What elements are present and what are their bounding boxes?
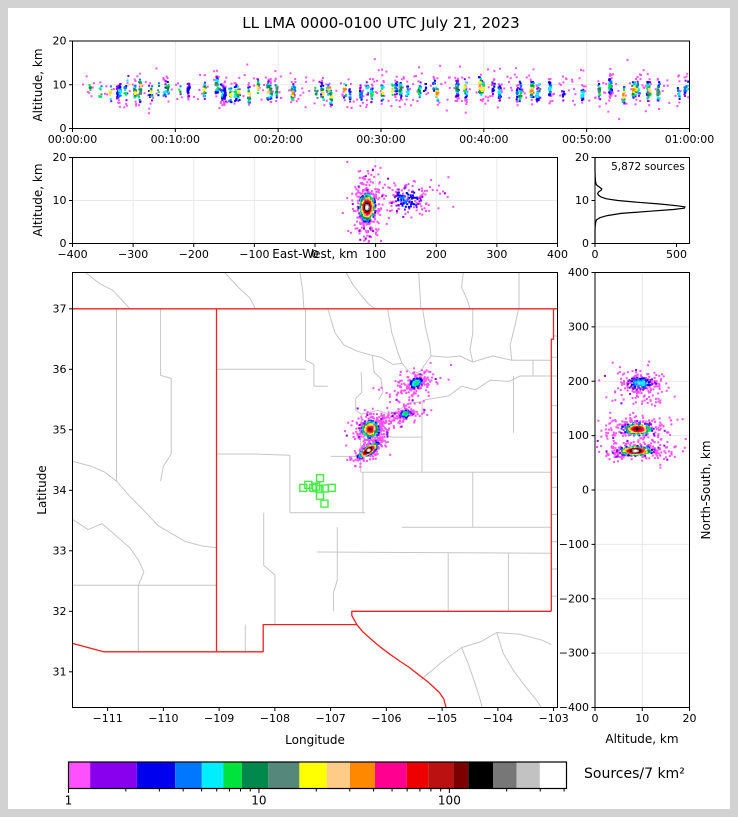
colorbar: 1 10 100 — [65, 761, 568, 808]
station-square-icon — [315, 491, 325, 500]
map-geography — [72, 272, 558, 708]
ns-panel-ylabel: North-South, km — [699, 440, 713, 540]
gridlines — [595, 272, 690, 708]
scatter-points — [82, 58, 690, 121]
lma-station-markers — [299, 474, 336, 508]
station-square-icon — [315, 474, 325, 483]
ns-panel-xlabel: Altitude, km — [605, 732, 679, 746]
scatter-points — [341, 161, 455, 244]
gridlines — [72, 157, 558, 244]
colorbar-label: Sources/7 km² — [584, 766, 685, 782]
altitude-histogram-curve — [594, 157, 686, 244]
station-square-icon — [299, 483, 308, 493]
figure-title: LL LMA 0000-0100 UTC July 21, 2023 — [242, 14, 520, 32]
station-square-icon — [309, 483, 318, 493]
histogram-annotation: 5,872 sources — [611, 161, 685, 173]
panel-M-ticks: −111 −110 −109 −108 −107 −106 −105 −104 −1033132… — [53, 302, 569, 725]
station-square-icon — [320, 499, 329, 508]
scatter-points — [596, 360, 687, 469]
figure-background — [8, 8, 730, 809]
ew-panel-ylabel: Altitude, km — [31, 163, 45, 237]
map-ylabel: Latitude — [35, 465, 49, 515]
panel-T-ticks: 00:00:00 00:10:00 00:20:00 00:30:00 00:40:00… — [48, 35, 714, 147]
time-panel-ylabel: Altitude, km — [31, 48, 45, 122]
station-square-icon — [327, 483, 336, 493]
map-xlabel: Longitude — [285, 733, 345, 747]
scatter-points — [344, 361, 452, 468]
ew-panel-xlabel: East-West, km — [272, 247, 358, 261]
